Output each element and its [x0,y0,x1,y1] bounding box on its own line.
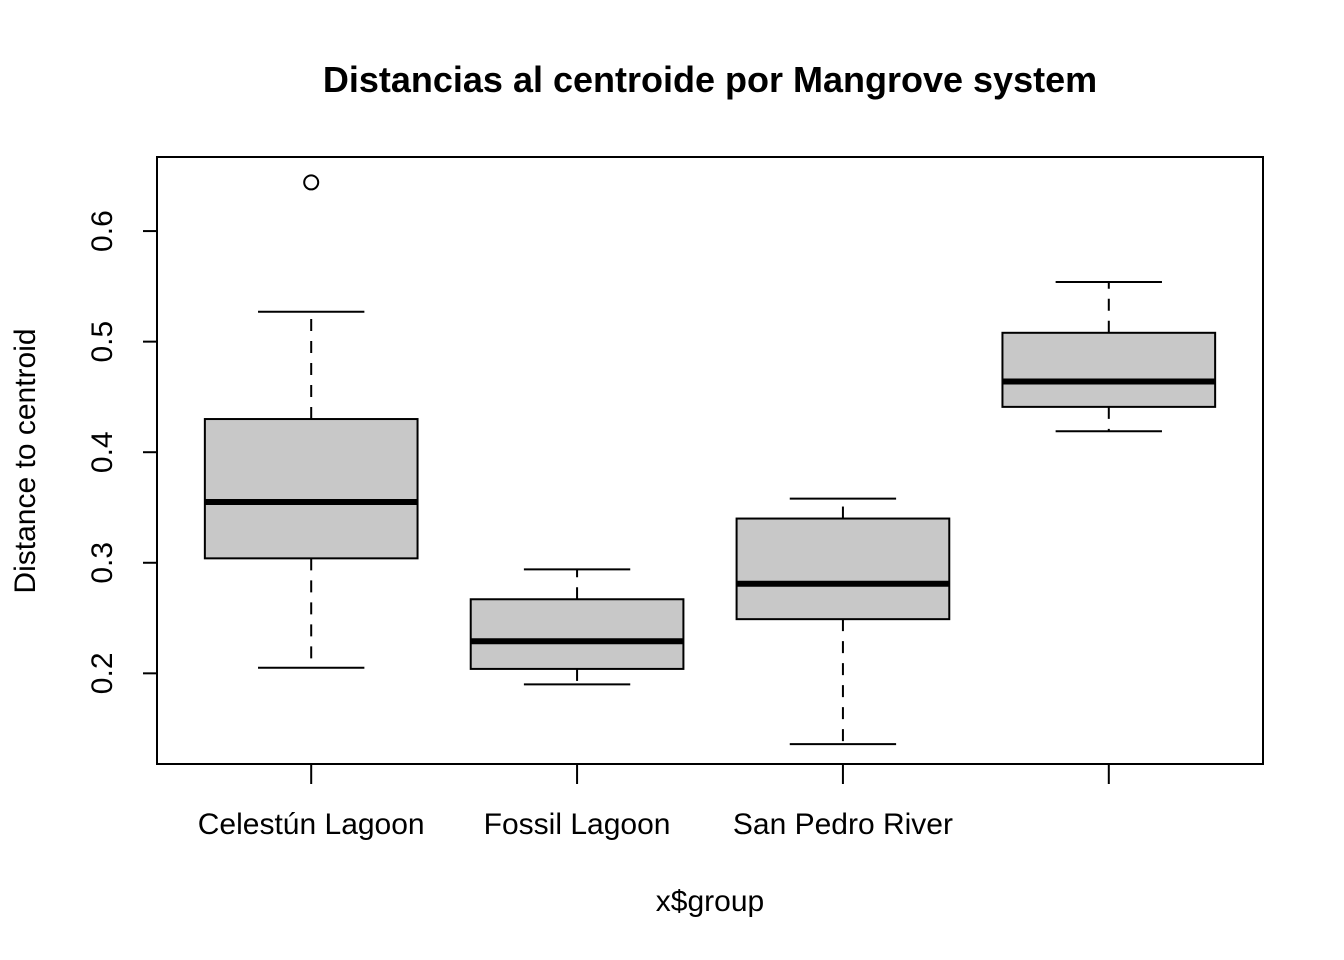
x-tick-label: Celestún Lagoon [198,808,425,841]
x-axis: Celestún Lagoon Fossil Lagoon San Pedro Ri… [198,763,1110,841]
iqr-box [469,598,685,670]
chart-title: Distancias al centroide por Mangrove sys… [323,59,1097,100]
y-tick-label: 0.4 [86,431,119,473]
iqr-box [203,418,419,560]
box-group [1001,280,1217,433]
x-tick-label: Fossil Lagoon [484,808,671,841]
x-axis-label: x$group [656,885,764,918]
iqr-box [735,517,951,621]
y-tick-label: 0.3 [86,542,119,584]
outlier-point [303,174,320,191]
y-tick-label: 0.2 [86,652,119,694]
box-group [735,497,951,746]
y-axis: 0.2 0.3 0.4 0.5 0.6 [86,210,158,694]
boxes [203,174,1217,746]
box-group [203,174,419,669]
x-tick-label: San Pedro River [733,808,953,841]
box-group [469,568,685,686]
iqr-box [1001,331,1217,408]
y-axis-label: Distance to centroid [9,328,42,593]
y-tick-label: 0.5 [86,321,119,363]
y-tick-label: 0.6 [86,210,119,252]
